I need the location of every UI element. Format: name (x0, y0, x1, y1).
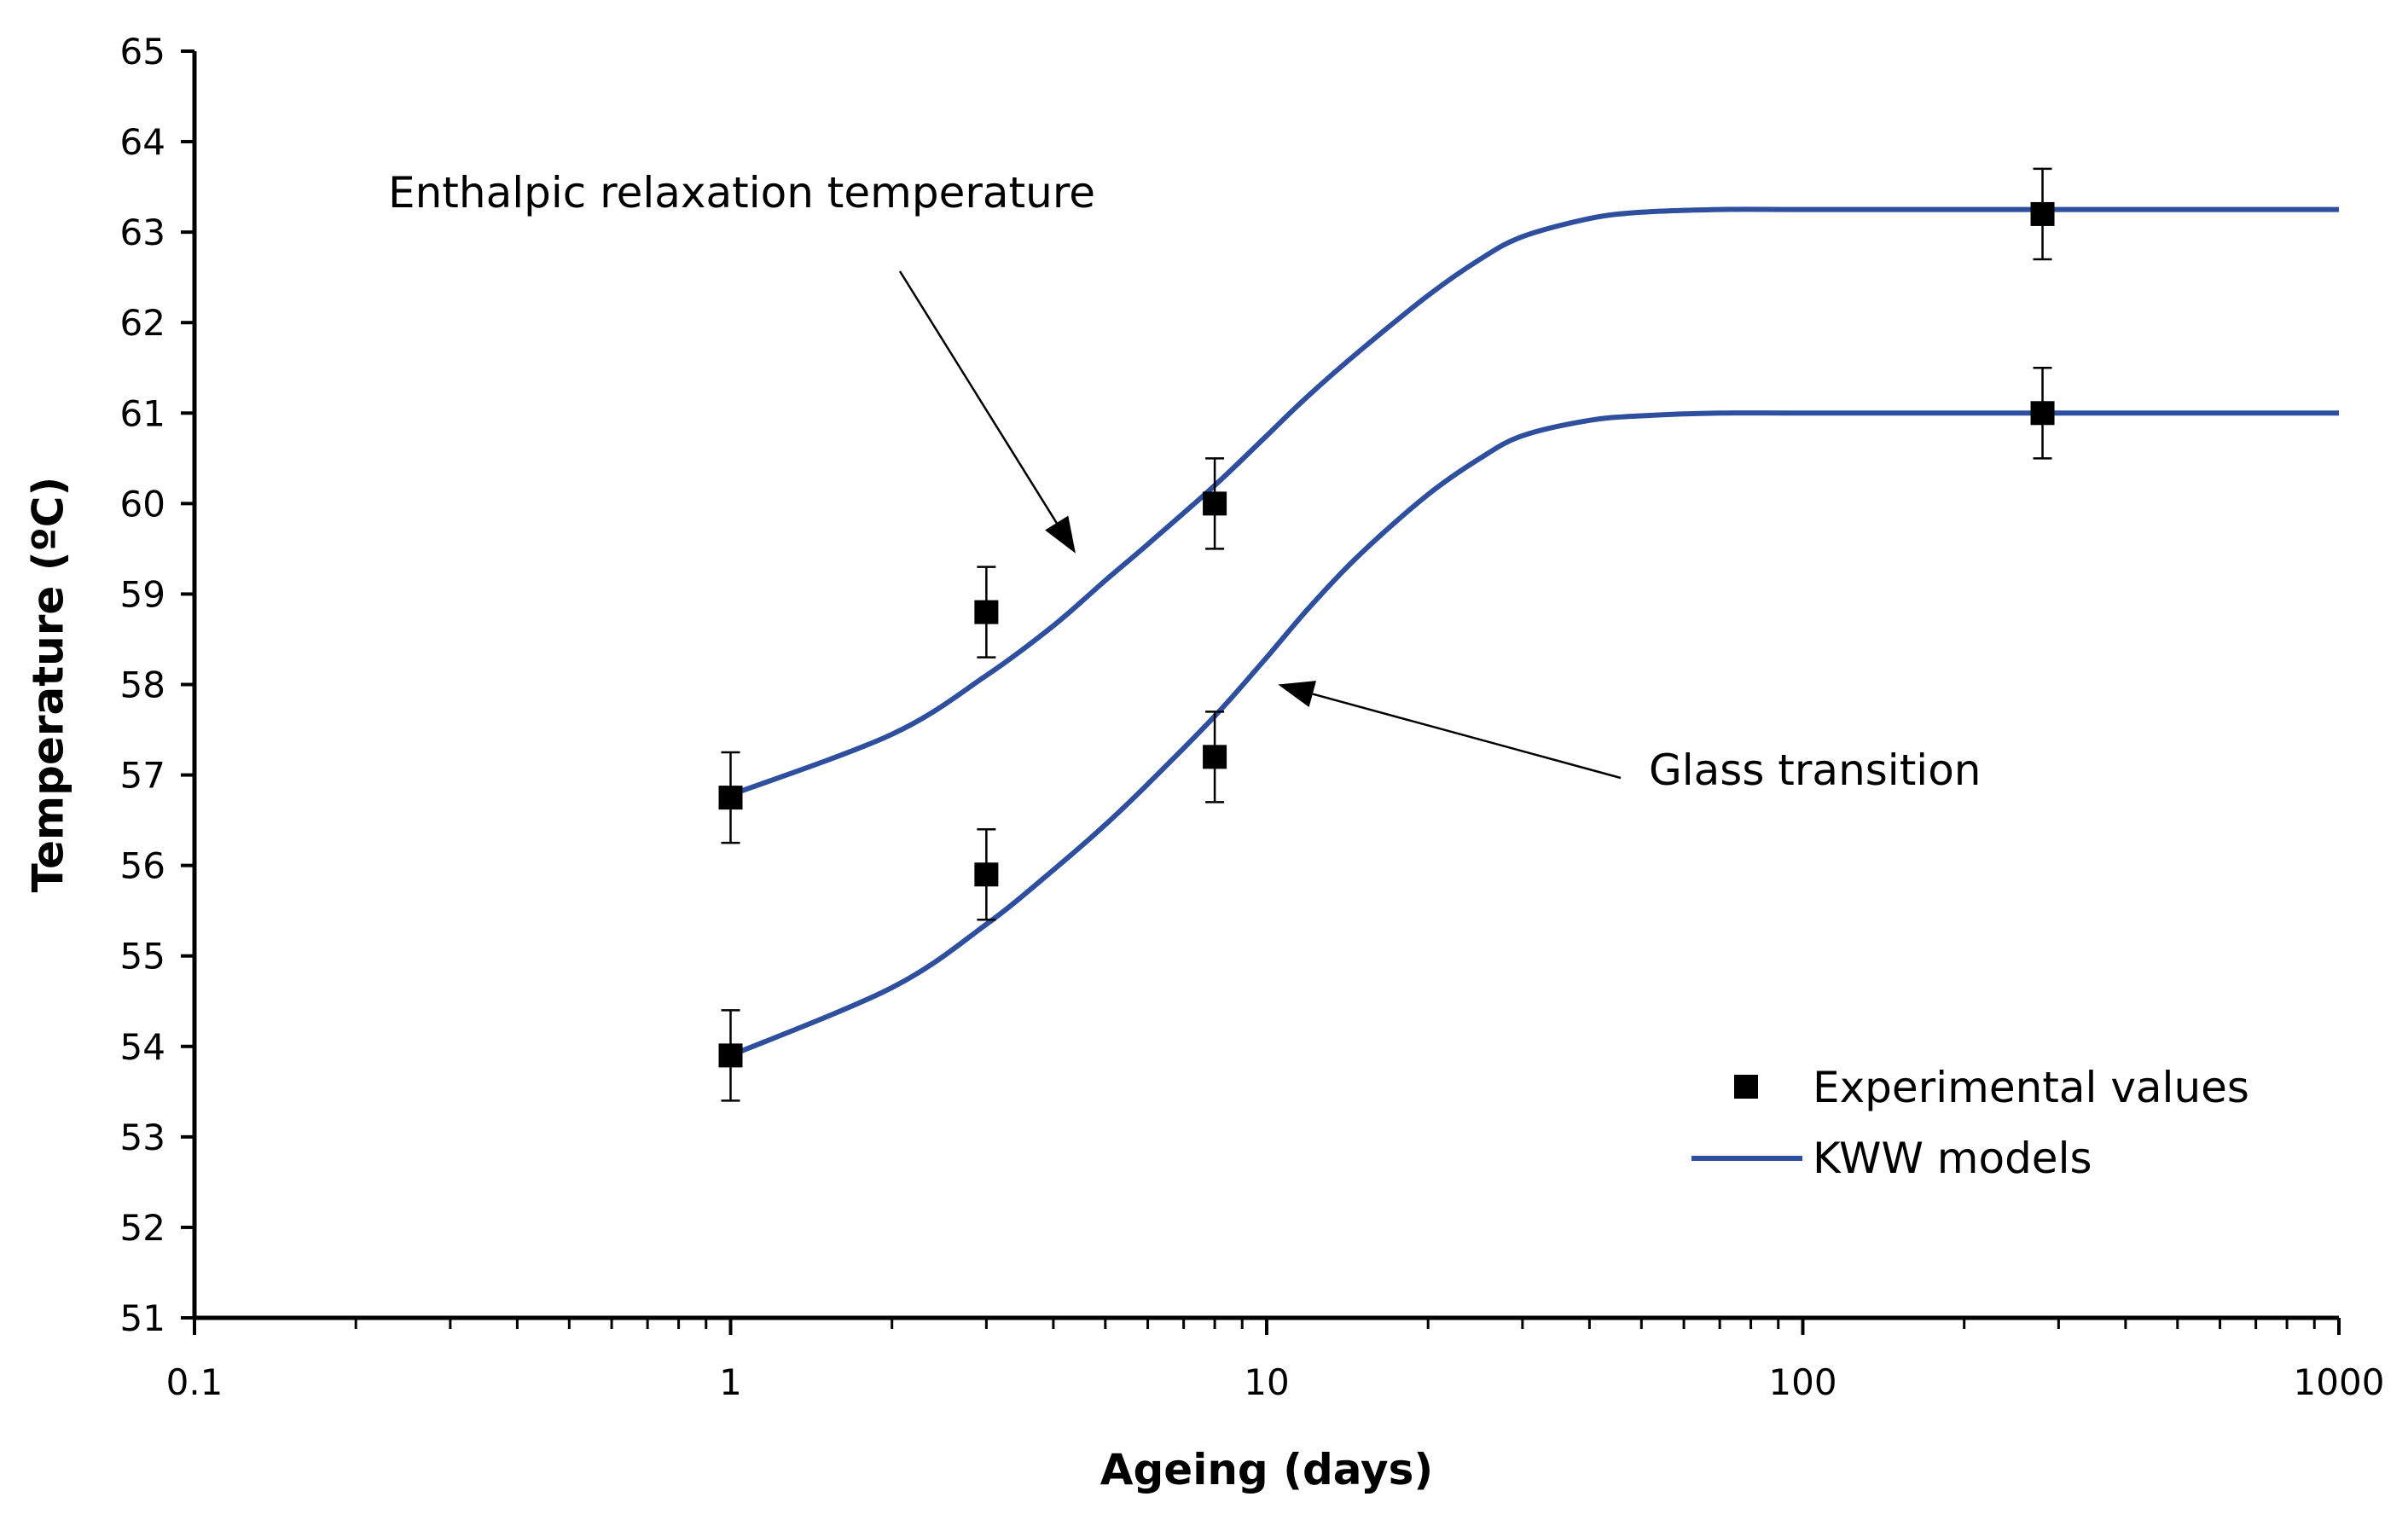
y-tick-label: 58 (120, 664, 165, 706)
data-point-enthalpic (1203, 491, 1227, 516)
annotation-enthalpic-label: Enthalpic relaxation temperature (388, 168, 1095, 218)
annotation-glass-transition-arrow-head (1278, 681, 1317, 707)
x-tick-label: 1 (719, 1361, 742, 1403)
y-tick-label: 56 (120, 845, 165, 887)
legend-marker-experimental (1734, 1075, 1758, 1099)
annotation-enthalpic-arrow-shaft (898, 270, 1058, 524)
axes: Ageing (days) Temperature (ºC) 51 52 53 54 5… (24, 31, 2385, 1494)
y-tick-label: 60 (120, 483, 165, 525)
x-axis-title: Ageing (days) (1100, 1445, 1433, 1494)
data-point-enthalpic (2030, 201, 2055, 226)
y-tick-label: 51 (120, 1297, 165, 1339)
legend-label-kww: KWW models (1813, 1134, 2092, 1183)
annotations: Enthalpic relaxation temperature Glass t… (388, 168, 1981, 795)
y-tick-label: 64 (120, 121, 165, 163)
data-point-glass-transition (2030, 401, 2055, 426)
y-tick-label: 65 (120, 31, 165, 73)
annotation-glass-transition-arrow-shaft (1312, 693, 1622, 780)
y-tick-label: 54 (120, 1026, 165, 1068)
data-point-glass-transition (974, 862, 999, 887)
y-tick-label: 53 (120, 1117, 165, 1158)
y-tick-label: 61 (120, 392, 165, 434)
y-tick-label: 63 (120, 212, 165, 253)
legend-label-experimental: Experimental values (1813, 1063, 2249, 1112)
experimental-points (718, 167, 2055, 1102)
kww-model-line-enthalpic (729, 206, 2339, 798)
y-tick-label: 62 (120, 302, 165, 344)
data-point-enthalpic (974, 600, 999, 624)
data-point-enthalpic (718, 786, 743, 810)
x-tick-label: 1000 (2294, 1361, 2385, 1403)
y-tick-label: 57 (120, 755, 165, 797)
y-tick-label: 55 (120, 936, 165, 978)
y-tick-label: 52 (120, 1207, 165, 1249)
kww-model-line-glass-transition (729, 410, 2339, 1059)
x-tick-label: 10 (1244, 1361, 1289, 1403)
data-point-glass-transition (718, 1043, 743, 1068)
annotation-glass-transition-label: Glass transition (1649, 745, 1981, 795)
y-tick-label: 59 (120, 573, 165, 615)
legend: Experimental values KWW models (1691, 1063, 2249, 1183)
x-tick-label: 100 (1768, 1361, 1836, 1403)
model-lines (729, 206, 2339, 1059)
x-tick-label: 0.1 (166, 1361, 223, 1403)
y-axis-title: Temperature (ºC) (24, 477, 73, 893)
annotation-enthalpic-arrow-head (1045, 515, 1076, 554)
data-point-glass-transition (1203, 745, 1227, 769)
